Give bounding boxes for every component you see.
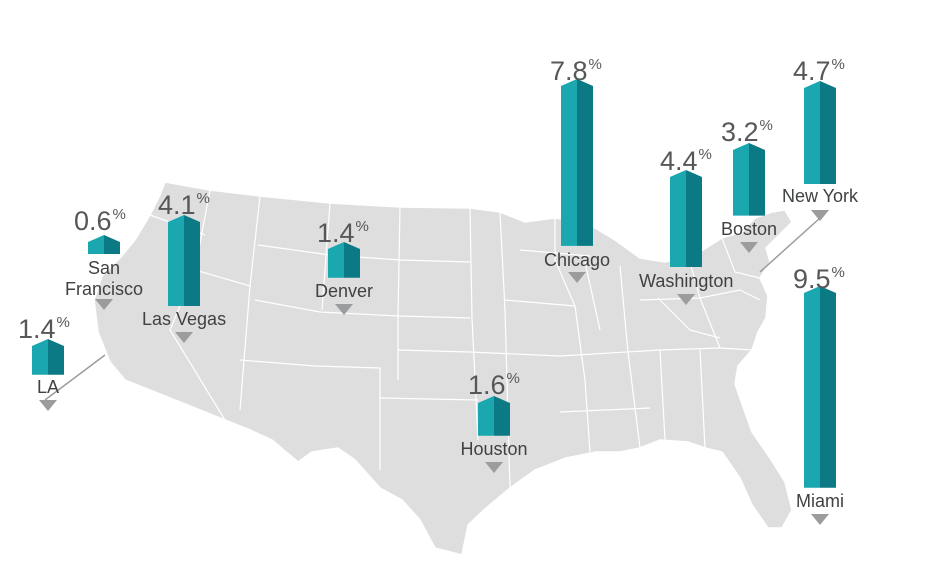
chicago-value-number: 7.8: [550, 56, 588, 86]
boston-label: Boston: [721, 219, 778, 239]
las-vegas-label: Las Vegas: [142, 309, 227, 329]
boston-value: 3.2%: [721, 117, 773, 147]
san-francisco-value-suffix: %: [112, 206, 126, 223]
las-vegas-pointer-icon: [175, 332, 193, 343]
houston-value: 1.6%: [468, 370, 520, 400]
las-vegas-value: 4.1%: [158, 190, 210, 220]
houston-label: Houston: [460, 439, 528, 459]
san-francisco-label: San Francisco: [65, 258, 143, 300]
new-york-bar[interactable]: [804, 80, 836, 184]
boston-value-suffix: %: [759, 117, 773, 134]
la-pointer-icon: [39, 400, 57, 411]
las-vegas-value-suffix: %: [196, 190, 210, 207]
washington-label: Washington: [639, 271, 734, 291]
miami-bar[interactable]: [804, 286, 836, 488]
san-francisco-pointer-icon: [95, 299, 113, 310]
san-francisco-label-line: San: [88, 258, 121, 278]
denver-value-suffix: %: [355, 218, 369, 235]
chicago-pointer-icon: [568, 272, 586, 283]
las-vegas-bar[interactable]: [168, 214, 200, 306]
boston-bar[interactable]: [733, 143, 765, 216]
denver-label: Denver: [315, 281, 374, 301]
chicago-value: 7.8%: [550, 56, 602, 86]
new-york-value: 4.7%: [793, 56, 845, 86]
san-francisco-value: 0.6%: [74, 206, 126, 236]
houston-bar[interactable]: [478, 396, 510, 436]
new-york-label: New York: [782, 186, 859, 206]
houston-pointer-icon: [485, 462, 503, 473]
chicago-label: Chicago: [544, 250, 611, 270]
new-york-value-suffix: %: [831, 56, 845, 73]
miami-value: 9.5%: [793, 264, 845, 294]
houston-value-suffix: %: [506, 370, 520, 387]
new-york-value-number: 4.7: [793, 56, 831, 86]
san-francisco-label-line: Francisco: [65, 279, 144, 299]
denver-value-number: 1.4: [317, 218, 355, 248]
chicago-bar[interactable]: [561, 79, 593, 246]
la-value-number: 1.4: [18, 314, 56, 344]
chicago-value-suffix: %: [588, 56, 602, 73]
la-value-suffix: %: [56, 314, 70, 331]
las-vegas-value-number: 4.1: [158, 190, 196, 220]
washington-value-suffix: %: [698, 146, 712, 163]
san-francisco-bar[interactable]: [88, 234, 120, 254]
miami-label: Miami: [796, 491, 844, 511]
houston-value-number: 1.6: [468, 370, 506, 400]
new-york-pointer-icon: [811, 210, 829, 221]
miami-value-suffix: %: [831, 264, 845, 281]
denver-bar[interactable]: [328, 242, 360, 278]
la-label: LA: [37, 377, 60, 397]
washington-pointer-icon: [677, 294, 695, 305]
denver-pointer-icon: [335, 304, 353, 315]
washington-value: 4.4%: [660, 146, 712, 176]
miami-pointer-icon: [811, 514, 829, 525]
san-francisco-value-number: 0.6: [74, 206, 112, 236]
miami-value-number: 9.5: [793, 264, 831, 294]
la-value: 1.4%: [18, 314, 70, 344]
pointer-lines: [44, 217, 821, 401]
washington-bar[interactable]: [670, 169, 702, 267]
washington-value-number: 4.4: [660, 146, 698, 176]
la-bar[interactable]: [32, 339, 64, 375]
boston-pointer-icon: [740, 242, 758, 253]
denver-value: 1.4%: [317, 218, 369, 248]
state-borders: [149, 189, 761, 489]
boston-value-number: 3.2: [721, 117, 759, 147]
